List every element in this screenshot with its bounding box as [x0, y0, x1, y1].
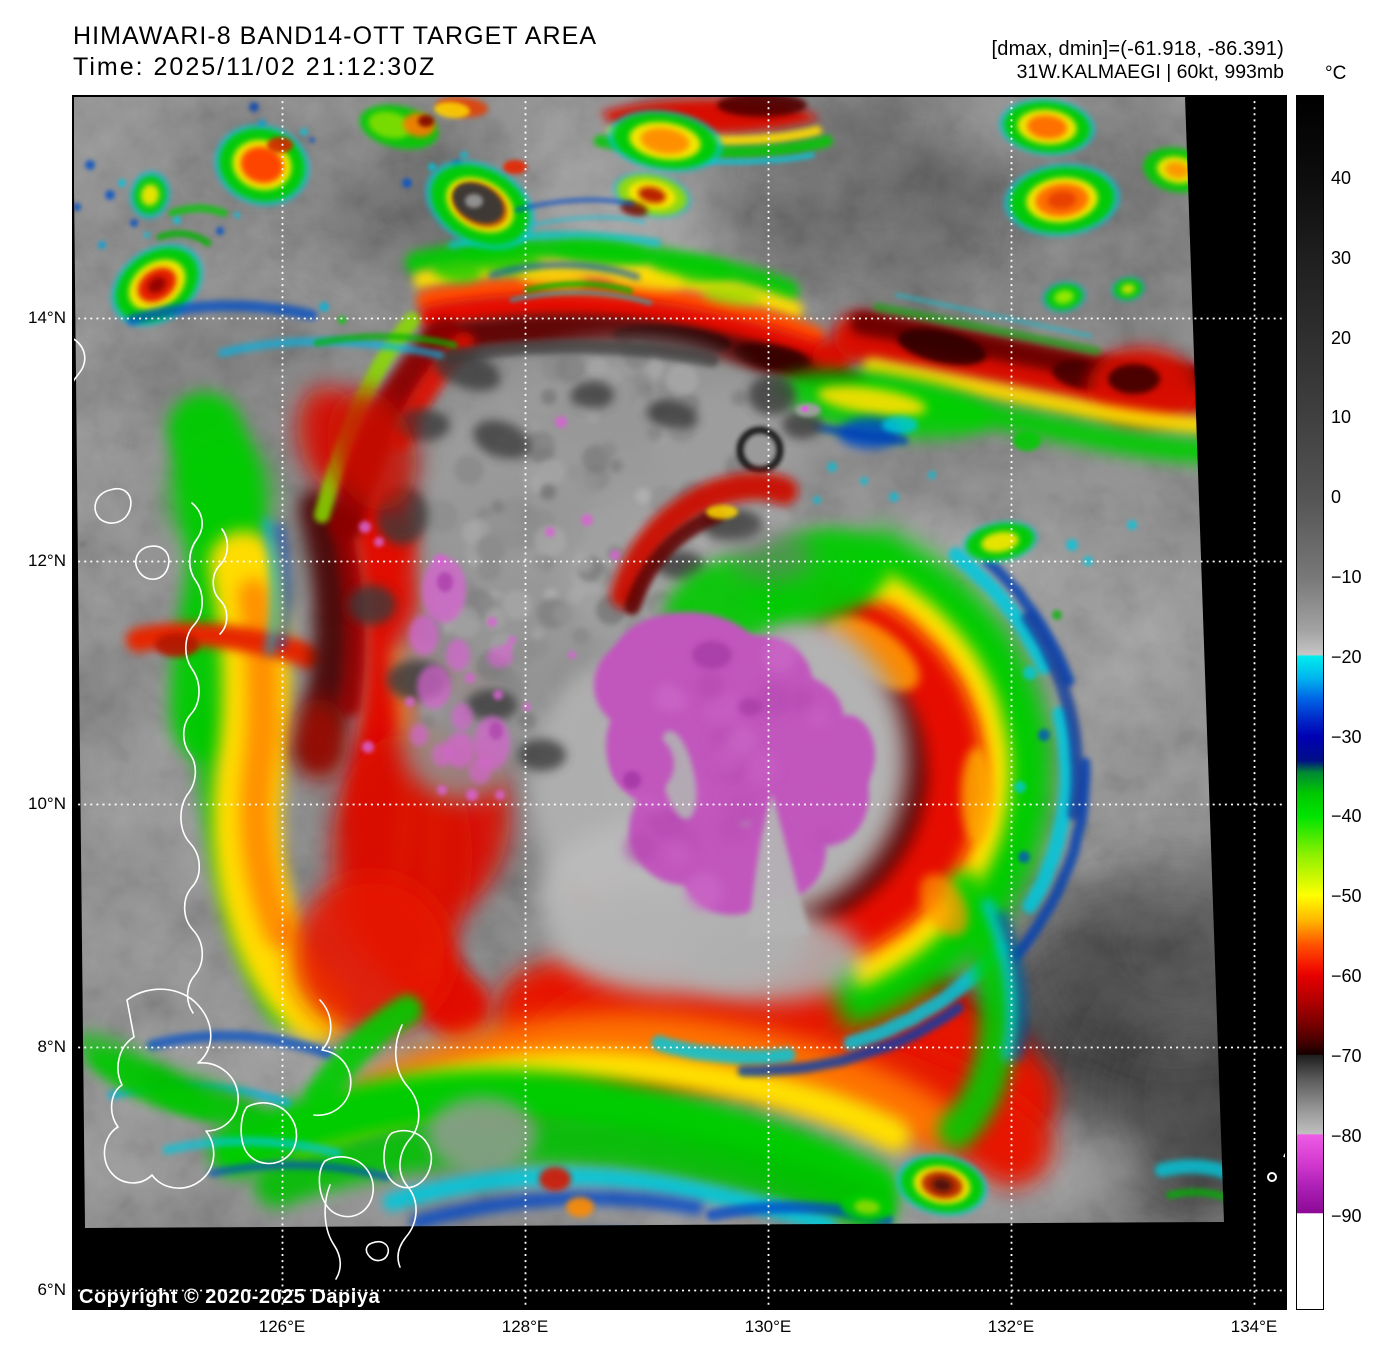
svg-text:Copyright © 2020-2025 Dapiya: Copyright © 2020-2025 Dapiya	[79, 1286, 380, 1308]
